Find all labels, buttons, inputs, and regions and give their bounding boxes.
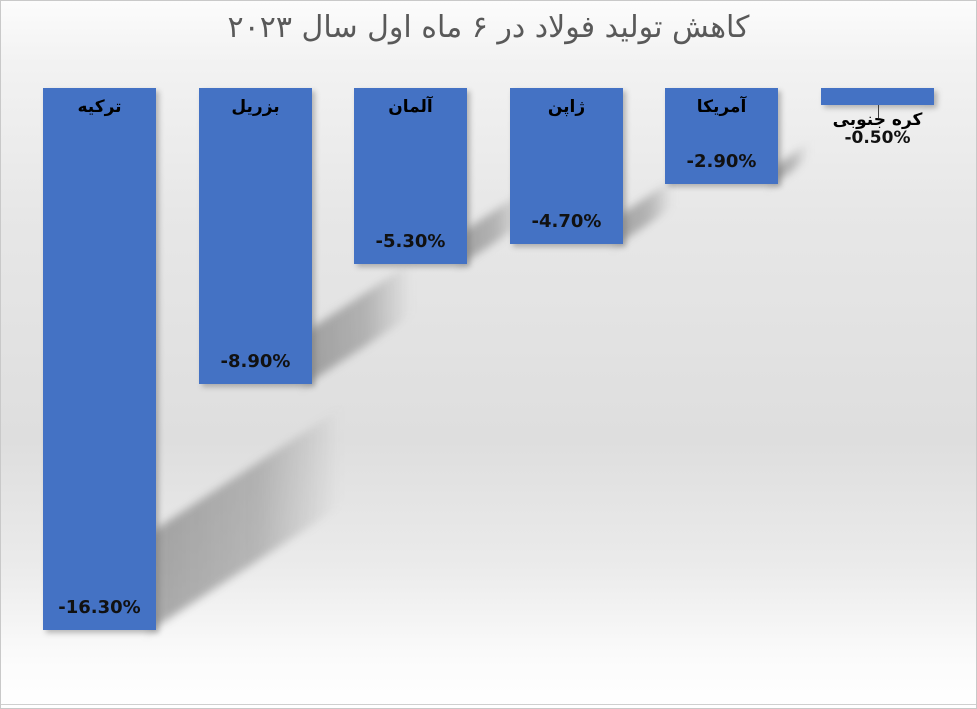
bar: ژاپن -4.70% [510, 88, 623, 244]
bar: آلمان -5.30% [354, 88, 467, 264]
bottom-divider [1, 704, 976, 705]
bar: ترکیه -16.30% [43, 88, 156, 630]
bar-group: آمریکا -2.90% [665, 88, 808, 254]
bar-label: آلمان [388, 97, 433, 117]
bar [821, 88, 934, 105]
bar-value: -8.90% [220, 351, 291, 372]
bar-label: ترکیه [77, 97, 122, 117]
bar: آمریکا -2.90% [665, 88, 778, 184]
bar-group: ژاپن -4.70% [510, 88, 675, 314]
leader-line [877, 105, 879, 118]
bar-value: -4.70% [531, 211, 602, 232]
outside-label: کره جنوبی -0.50% [801, 111, 954, 147]
bar-value: -0.50% [844, 128, 911, 148]
chart-title: کاهش تولید فولاد در ۶ ماه اول سال ۲۰۲۳ [227, 10, 750, 45]
bar-value: -5.30% [375, 231, 446, 252]
bar-group: کره جنوبی -0.50% [821, 88, 936, 175]
bar-group: ترکیه -16.30% [43, 88, 347, 700]
bar-value: -16.30% [58, 597, 141, 618]
bar-label: ژاپن [547, 97, 586, 117]
bar-group: بزریل -8.90% [199, 88, 414, 454]
bar-value: -2.90% [686, 151, 757, 172]
bar-group: آلمان -5.30% [354, 88, 526, 334]
bar-label: کره جنوبی [832, 110, 923, 130]
bar-label: بزریل [231, 97, 280, 117]
bar-label: آمریکا [696, 97, 747, 117]
bar: بزریل -8.90% [199, 88, 312, 384]
